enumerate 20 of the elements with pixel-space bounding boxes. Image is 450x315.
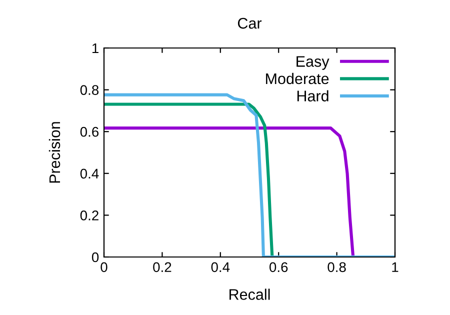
y-tick-label: 0.2 bbox=[80, 210, 98, 220]
x-tick-label: 0.8 bbox=[328, 262, 346, 272]
x-tick-label: 0.6 bbox=[269, 262, 288, 272]
y-tick-label: 0.6 bbox=[80, 126, 99, 137]
legend-label: Moderate bbox=[266, 72, 329, 84]
x-tick-label: 0.2 bbox=[153, 262, 172, 272]
y-axis-title: Precision bbox=[48, 122, 60, 183]
x-tick-label: 0.4 bbox=[211, 262, 230, 272]
line-series bbox=[104, 102, 274, 257]
x-tick-label: 0 bbox=[100, 262, 108, 272]
y-tick-label: 0.4 bbox=[80, 168, 99, 179]
legend-label: Hard bbox=[297, 90, 328, 102]
line-series bbox=[104, 126, 355, 257]
y-tick-label: 0 bbox=[92, 252, 99, 262]
legend-label: Easy bbox=[296, 56, 330, 70]
y-tick-label: 1 bbox=[92, 43, 98, 54]
chart-title: Car bbox=[238, 18, 262, 29]
x-tick-label: 1 bbox=[392, 262, 398, 272]
y-tick-label: 0.8 bbox=[80, 85, 99, 95]
x-axis-title: Recall bbox=[230, 288, 270, 300]
